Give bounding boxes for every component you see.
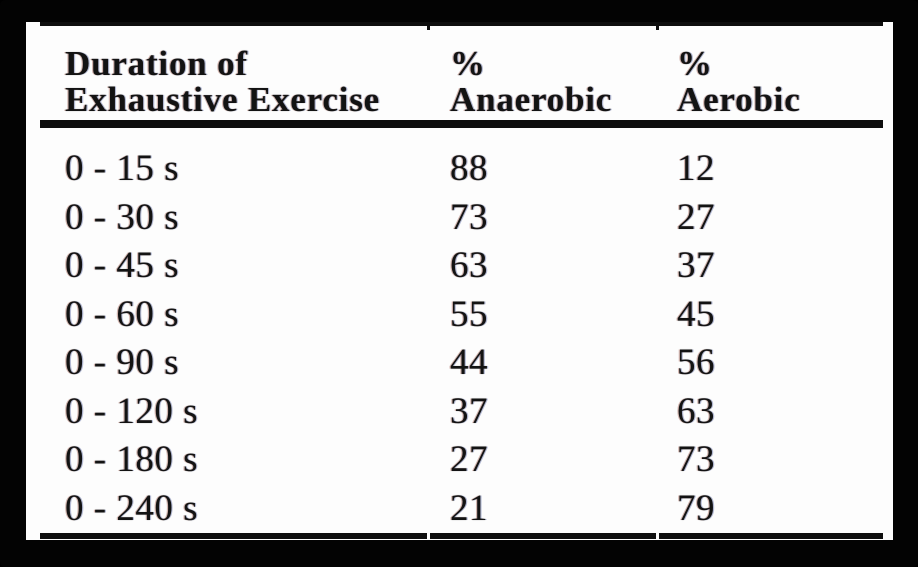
- table-bottom-rule-segment: [40, 533, 427, 539]
- table-body: 0 - 15 s 88 12 0 - 30 s 73 27 0 - 45 s 6…: [26, 145, 893, 533]
- table-row: 0 - 45 s 63 37: [26, 242, 893, 291]
- header-anaerobic-line1: %: [450, 44, 486, 83]
- column-boundary-tick-aerobic: [656, 25, 659, 30]
- cell-duration: 0 - 30 s: [65, 196, 179, 238]
- cell-aerobic: 27: [677, 196, 715, 238]
- table-row: 0 - 240 s 21 79: [26, 485, 893, 534]
- header-aerobic-line2: Aerobic: [677, 80, 801, 119]
- header-col-aerobic: % Aerobic: [677, 46, 801, 118]
- header-duration-line1: Duration of: [65, 44, 248, 83]
- cell-anaerobic: 27: [450, 439, 488, 480]
- cell-anaerobic: 73: [450, 196, 488, 238]
- cell-aerobic: 45: [677, 293, 715, 335]
- cell-duration: 0 - 180 s: [65, 439, 198, 480]
- cell-duration: 0 - 90 s: [65, 342, 179, 383]
- cell-aerobic: 79: [677, 487, 715, 529]
- cell-aerobic: 63: [677, 390, 715, 432]
- table-top-rule: [40, 22, 883, 26]
- table-bottom-rule-segment: [430, 533, 656, 539]
- header-col-anaerobic: % Anaerobic: [450, 46, 612, 118]
- table-row: 0 - 60 s 55 45: [26, 291, 893, 340]
- cell-aerobic: 73: [677, 439, 715, 480]
- table-panel: Duration of Exhaustive Exercise % Anaero…: [26, 22, 893, 540]
- cell-duration: 0 - 15 s: [65, 148, 179, 189]
- cell-anaerobic: 55: [450, 293, 488, 335]
- cell-duration: 0 - 120 s: [65, 390, 198, 432]
- header-duration-line2: Exhaustive Exercise: [65, 80, 380, 119]
- table-row: 0 - 180 s 27 73: [26, 436, 893, 485]
- cell-anaerobic: 21: [450, 487, 488, 529]
- table-row: 0 - 120 s 37 63: [26, 388, 893, 437]
- table-bottom-rule-segment: [659, 533, 883, 539]
- cell-anaerobic: 44: [450, 342, 488, 383]
- header-divider-rule: [40, 120, 883, 128]
- cell-aerobic: 37: [677, 245, 715, 286]
- table-row: 0 - 15 s 88 12: [26, 145, 893, 194]
- cell-anaerobic: 88: [450, 148, 488, 189]
- header-col-duration: Duration of Exhaustive Exercise: [65, 46, 380, 118]
- table-row: 0 - 30 s 73 27: [26, 194, 893, 243]
- cell-anaerobic: 63: [450, 245, 488, 286]
- cell-duration: 0 - 60 s: [65, 293, 179, 335]
- table-header: Duration of Exhaustive Exercise % Anaero…: [26, 46, 893, 120]
- cell-duration: 0 - 45 s: [65, 245, 179, 286]
- cell-duration: 0 - 240 s: [65, 487, 198, 529]
- cell-aerobic: 56: [677, 342, 715, 383]
- table-row: 0 - 90 s 44 56: [26, 339, 893, 388]
- header-aerobic-line1: %: [677, 44, 713, 83]
- column-boundary-tick-anaerobic: [427, 25, 430, 30]
- cell-anaerobic: 37: [450, 390, 488, 432]
- header-anaerobic-line2: Anaerobic: [450, 80, 613, 119]
- cell-aerobic: 12: [677, 148, 715, 189]
